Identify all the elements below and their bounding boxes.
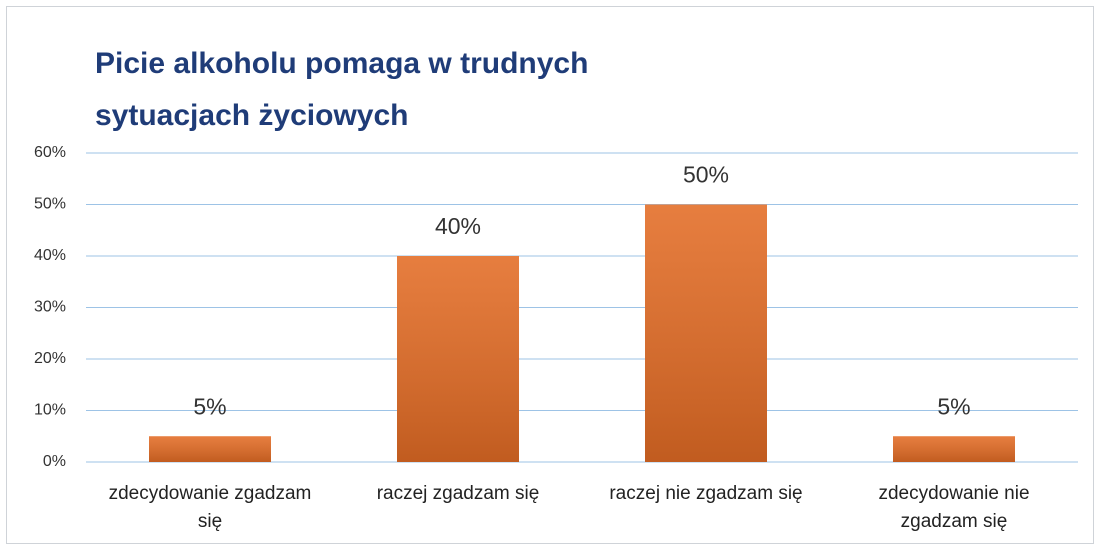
y-tick-label: 50% [34, 196, 66, 213]
x-tick-label: raczej zgadzam się [376, 483, 540, 504]
bar-shade [149, 436, 271, 462]
y-tick-label: 30% [34, 299, 66, 316]
bar-shade [645, 204, 767, 462]
y-tick-label: 60% [34, 144, 66, 161]
data-label: 5% [193, 393, 226, 419]
data-label: 5% [937, 393, 970, 419]
chart-frame [6, 6, 1094, 544]
y-tick-label: 10% [34, 402, 66, 419]
data-label: 50% [683, 162, 729, 188]
chart-title: Picie alkoholu pomaga w trudnych sytuacj… [95, 47, 589, 132]
x-tick-label: raczej nie zgadzam się [609, 483, 803, 504]
data-label: 40% [435, 213, 481, 239]
bar-shade [397, 256, 519, 462]
x-tick-label: zdecydowanie zgadzam się [108, 483, 312, 532]
y-tick-label: 0% [43, 453, 66, 470]
y-tick-label: 20% [34, 350, 66, 367]
bar-shade [893, 436, 1015, 462]
y-tick-label: 40% [34, 247, 66, 264]
x-tick-label: zdecydowanie nie zgadzam się [878, 483, 1030, 532]
